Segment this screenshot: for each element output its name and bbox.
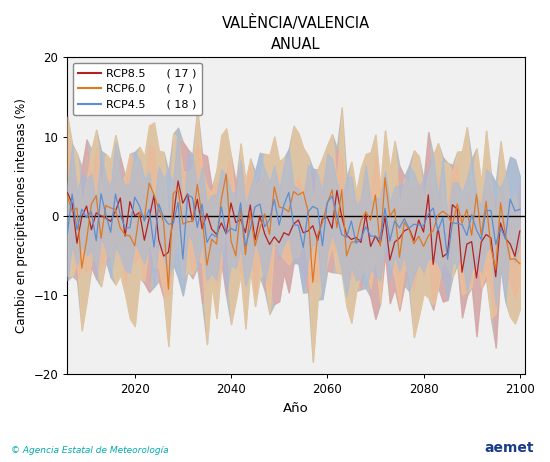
Y-axis label: Cambio en precipitaciones intensas (%): Cambio en precipitaciones intensas (%) [15, 98, 28, 333]
Text: aemet: aemet [484, 441, 534, 455]
Title: VALÈNCIA/VALENCIA
ANUAL: VALÈNCIA/VALENCIA ANUAL [222, 15, 370, 52]
Text: © Agencia Estatal de Meteorología: © Agencia Estatal de Meteorología [11, 446, 169, 455]
X-axis label: Año: Año [283, 401, 309, 415]
Legend: RCP8.5      ( 17 ), RCP6.0      (  7 ), RCP4.5      ( 18 ): RCP8.5 ( 17 ), RCP6.0 ( 7 ), RCP4.5 ( 18… [73, 63, 202, 115]
